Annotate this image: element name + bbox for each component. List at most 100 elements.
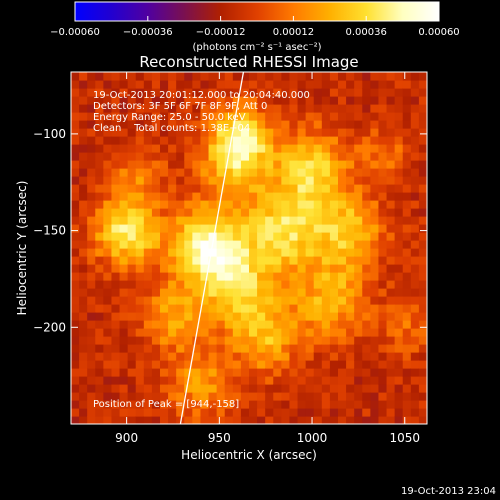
heatmap-cell xyxy=(184,384,193,393)
heatmap-cell xyxy=(273,72,282,81)
heatmap-cell xyxy=(176,352,185,361)
heatmap-cell xyxy=(257,216,266,225)
heatmap-cell xyxy=(305,168,315,177)
heatmap-cell xyxy=(208,72,218,81)
heatmap-cell xyxy=(297,128,307,137)
heatmap-cell xyxy=(394,216,404,225)
heatmap-cell xyxy=(216,224,226,233)
heatmap-cell xyxy=(168,112,177,121)
heatmap-cell xyxy=(192,72,202,81)
heatmap-cell xyxy=(402,312,412,321)
heatmap-cell xyxy=(321,128,331,137)
heatmap-cell xyxy=(410,416,420,424)
heatmap-cell xyxy=(232,352,242,361)
heatmap-cell xyxy=(87,344,96,353)
heatmap-cell xyxy=(111,200,121,209)
heatmap-cell xyxy=(71,88,80,97)
heatmap-cell xyxy=(305,280,315,289)
heatmap-cell xyxy=(346,200,355,209)
heatmap-cell xyxy=(87,296,96,305)
heatmap-cell xyxy=(313,320,323,329)
heatmap-cell xyxy=(224,208,234,217)
heatmap-cell xyxy=(135,376,145,385)
heatmap-cell xyxy=(265,104,274,113)
heatmap-cell xyxy=(151,88,161,97)
heatmap-cell xyxy=(232,88,242,97)
heatmap-cell xyxy=(370,280,380,289)
heatmap-cell xyxy=(192,248,202,257)
heatmap-cell xyxy=(289,216,299,225)
heatmap-cell xyxy=(394,200,404,209)
heatmap-cell xyxy=(160,416,169,424)
heatmap-cell xyxy=(418,312,427,321)
heatmap-cell xyxy=(176,272,185,281)
heatmap-cell xyxy=(224,264,234,273)
heatmap-cell xyxy=(143,112,153,121)
heatmap-cell xyxy=(95,408,104,417)
heatmap-cell xyxy=(346,256,355,265)
heatmap-cell xyxy=(135,152,145,161)
heatmap-cell xyxy=(103,88,113,97)
heatmap-cell xyxy=(297,400,307,409)
heatmap-cell xyxy=(346,128,355,137)
heatmap-cell xyxy=(346,280,355,289)
heatmap-cell xyxy=(338,248,347,257)
heatmap-cell xyxy=(257,200,266,209)
heatmap-cell xyxy=(87,408,96,417)
heatmap-cell xyxy=(224,88,234,97)
heatmap-cell xyxy=(346,168,355,177)
heatmap-cell xyxy=(410,120,420,129)
heatmap-cell xyxy=(346,240,355,249)
heatmap-cell xyxy=(386,240,396,249)
heatmap-cell xyxy=(329,184,339,193)
heatmap-cell xyxy=(305,120,315,129)
heatmap-cell xyxy=(265,136,274,145)
heatmap-cell xyxy=(176,176,185,185)
heatmap-cell xyxy=(386,208,396,217)
heatmap-cell xyxy=(313,248,323,257)
heatmap-cell xyxy=(265,328,274,337)
heatmap-cell xyxy=(346,416,355,424)
heatmap-cell xyxy=(176,280,185,289)
heatmap-cell xyxy=(240,224,250,233)
heatmap-cell xyxy=(143,168,153,177)
heatmap-cell xyxy=(257,416,266,424)
colorbar-ticks xyxy=(74,16,440,21)
heatmap-cell xyxy=(297,368,307,377)
heatmap-cell xyxy=(168,312,177,321)
heatmap-cell xyxy=(184,144,193,153)
heatmap-cell xyxy=(402,152,412,161)
heatmap-cell xyxy=(249,336,258,345)
heatmap-cell xyxy=(249,80,258,89)
heatmap-cell xyxy=(362,256,371,265)
heatmap-cell xyxy=(143,272,153,281)
heatmap-cell xyxy=(208,208,218,217)
heatmap-cell xyxy=(216,384,226,393)
heatmap-cell xyxy=(338,88,347,97)
heatmap-cell xyxy=(321,296,331,305)
heatmap-cell xyxy=(386,120,396,129)
heatmap-cell xyxy=(321,232,331,241)
heatmap-cell xyxy=(418,296,427,305)
heatmap-cell xyxy=(184,152,193,161)
heatmap-cell xyxy=(321,328,331,337)
heatmap-cell xyxy=(313,344,323,353)
heatmap-cell xyxy=(79,144,88,153)
heatmap-cell xyxy=(338,96,347,105)
heatmap-cell xyxy=(160,184,169,193)
heatmap-cell xyxy=(143,240,153,249)
heatmap-cell xyxy=(168,408,177,417)
heatmap-cell xyxy=(370,360,380,369)
heatmap-cell xyxy=(386,96,396,105)
heatmap-cell xyxy=(338,232,347,241)
heatmap-cell xyxy=(87,144,96,153)
heatmap-cell xyxy=(224,336,234,345)
heatmap-cell xyxy=(160,312,169,321)
heatmap-cell xyxy=(79,224,88,233)
heatmap-cell xyxy=(346,368,355,377)
heatmap-cell xyxy=(111,280,121,289)
heatmap-cell xyxy=(313,384,323,393)
heatmap-cell xyxy=(232,208,242,217)
heatmap-cell xyxy=(224,400,234,409)
heatmap-cell xyxy=(297,272,307,281)
